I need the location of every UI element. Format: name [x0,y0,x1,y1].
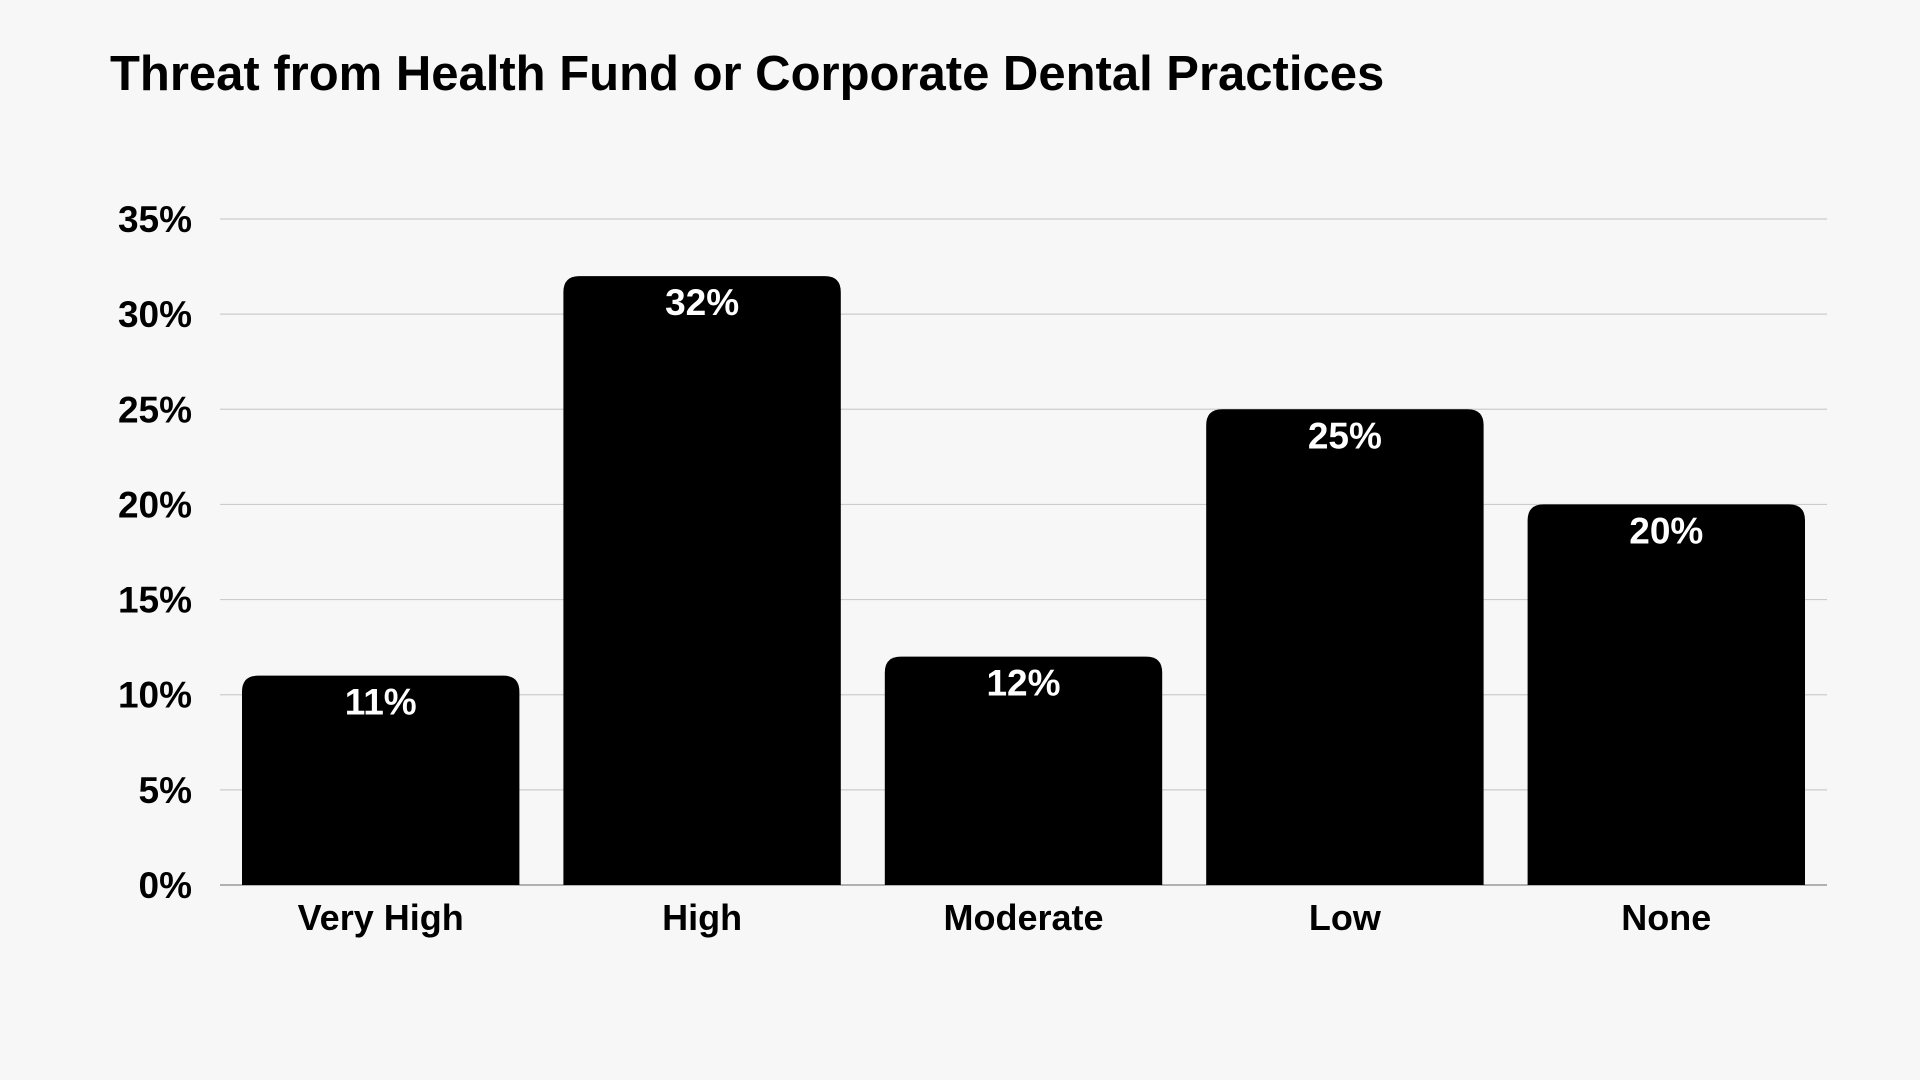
bar-value-label: 20% [1629,510,1703,551]
y-tick-label: 25% [118,389,192,430]
bar-very-high [242,675,520,885]
bar-value-label: 11% [345,682,417,723]
y-tick-label: 35% [118,199,192,240]
x-tick-label: None [1621,897,1711,938]
y-tick-label: 0% [139,865,192,906]
y-axis-tick-labels: 0% 5% 10% 15% 20% 25% 30% 35% [118,199,192,906]
bar-value-labels: 11% 32% 12% 25% 20% [345,282,1704,723]
x-tick-label: Very High [298,897,464,938]
bar-value-label: 12% [986,663,1060,704]
y-tick-label: 10% [118,675,192,716]
bar-value-label: 32% [665,282,739,323]
bar-value-label: 25% [1308,415,1382,456]
bar-high [563,276,841,886]
x-tick-label: High [662,897,742,938]
chart-title: Threat from Health Fund or Corporate Den… [110,47,1385,101]
x-tick-label: Low [1309,897,1382,938]
bar-moderate [884,656,1163,885]
x-tick-label: Moderate [943,897,1103,938]
bar-none [1527,504,1805,885]
x-axis-tick-labels: Very High High Moderate Low None [298,897,1712,938]
bars [242,276,1805,886]
bar-low [1206,409,1484,885]
y-tick-label: 20% [118,484,192,525]
y-tick-label: 15% [118,580,192,621]
y-tick-label: 5% [139,770,192,811]
y-tick-label: 30% [118,294,192,335]
